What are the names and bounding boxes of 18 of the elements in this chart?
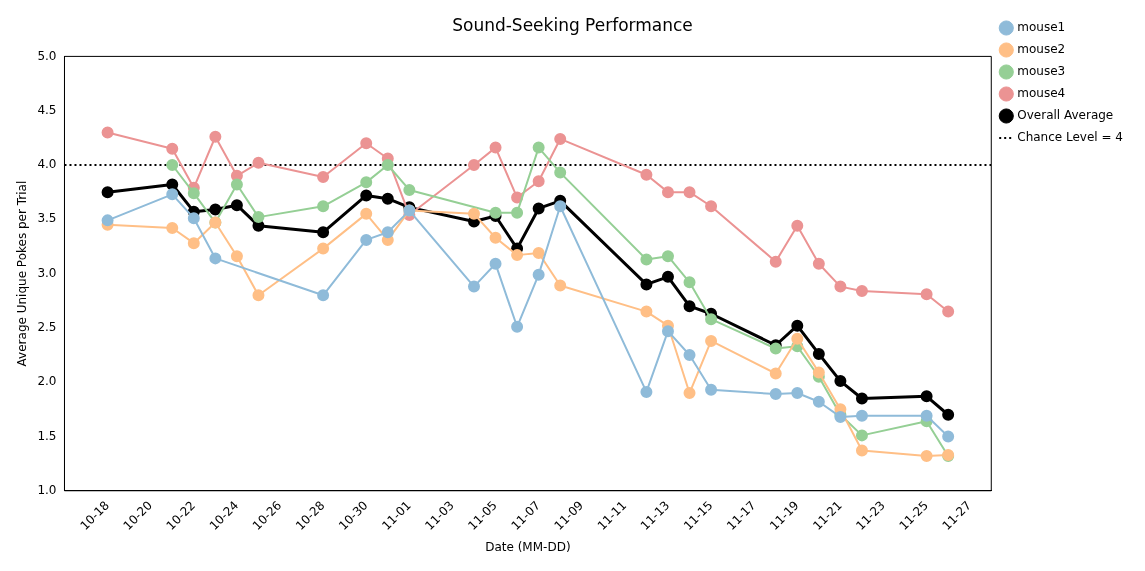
y-tick-label: 4.0 [37, 157, 57, 172]
y-tick-label: 1.0 [37, 482, 57, 497]
y-tick-label: 5.0 [37, 48, 57, 63]
y-tick-label: 1.5 [37, 428, 57, 443]
legend-label: Chance Level = 4 [1017, 130, 1123, 145]
y-tick-label: 3.0 [37, 265, 57, 280]
y-tick-label: 4.5 [37, 102, 57, 117]
legend-label: mouse2 [1017, 42, 1066, 57]
y-tick-label: 2.0 [37, 374, 57, 389]
y-tick-label: 2.5 [37, 320, 57, 334]
legend-label: mouse1 [1017, 20, 1066, 35]
x-axis-title: Date (MM-DD) [485, 539, 571, 554]
y-tick-label: 3.5 [37, 211, 57, 226]
chart-title: Sound-Seeking Performance [452, 14, 693, 35]
legend-label: Overall Average [1017, 108, 1114, 123]
y-axis-title: Average Unique Pokes per Trial [15, 180, 30, 367]
legend-label: mouse4 [1017, 86, 1066, 101]
legend-label: mouse3 [1017, 64, 1066, 79]
